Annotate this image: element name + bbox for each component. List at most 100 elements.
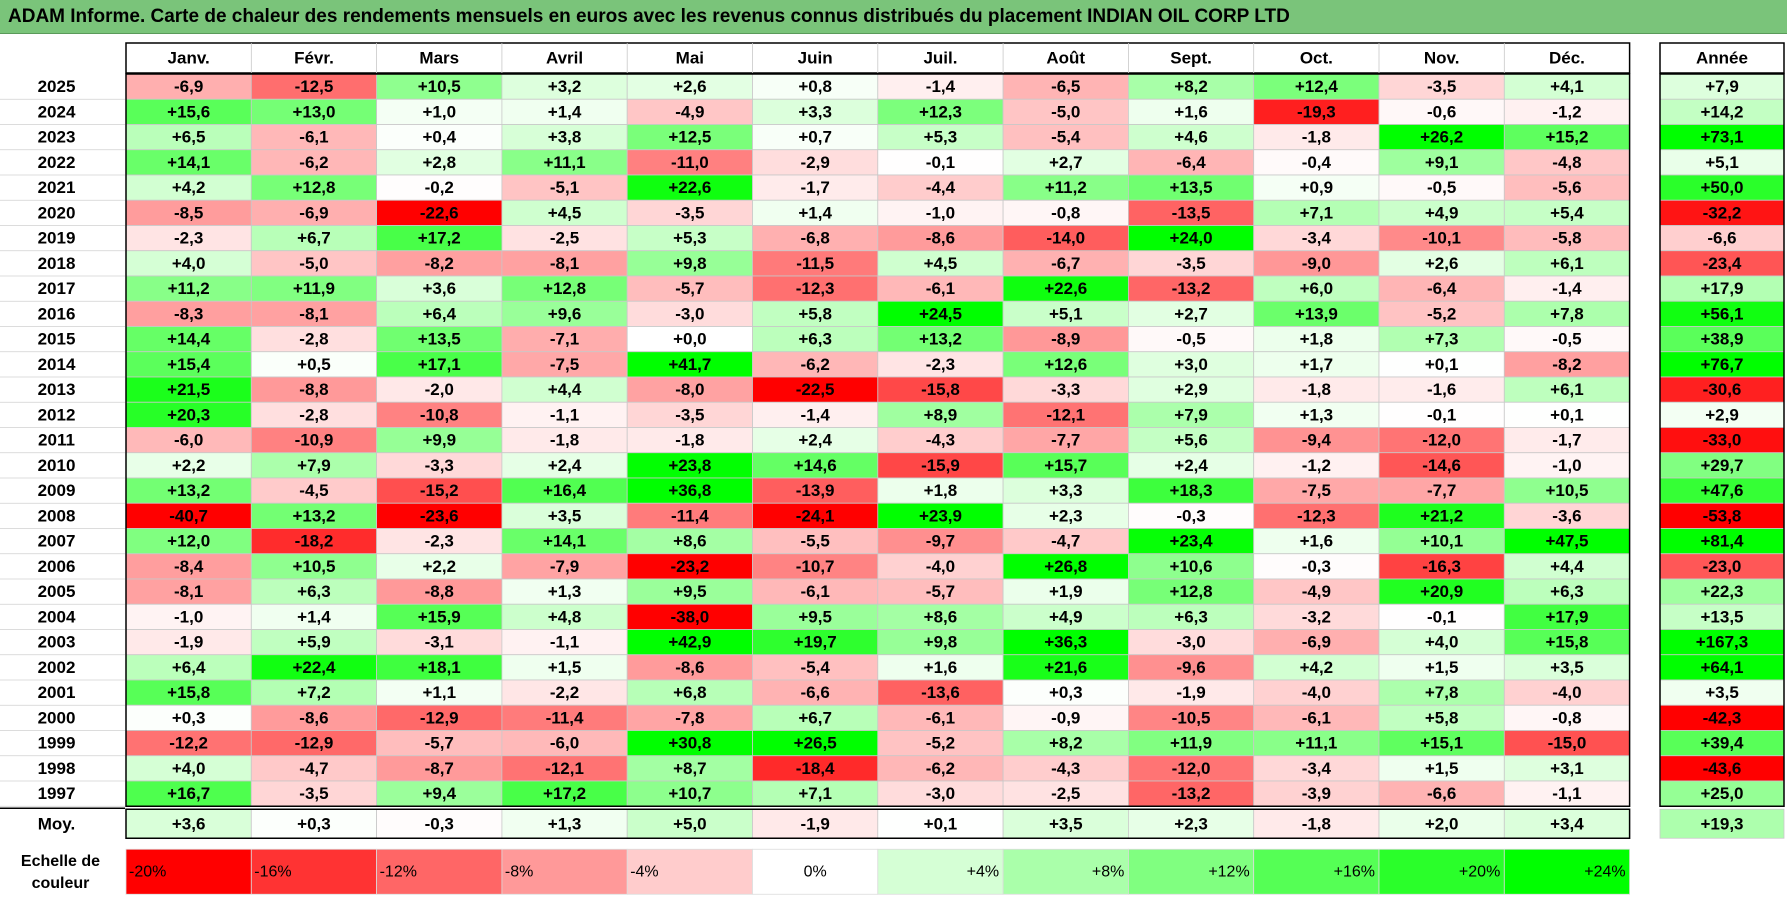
heatmap-cell-value: +15,9 [418, 607, 461, 626]
heatmap-cell [1128, 654, 1255, 681]
heatmap-cell-value: -11,4 [546, 708, 584, 727]
heatmap-cell-value: -0,2 [425, 178, 454, 197]
heatmap-cell [501, 502, 628, 529]
heatmap-cell [1128, 326, 1255, 353]
heatmap-cell-value: -14,0 [1046, 229, 1085, 248]
heatmap-cell-value: +5,3 [924, 128, 958, 147]
heatmap-cell-value: -8,8 [299, 380, 328, 399]
average-cell-value: +3,4 [1550, 814, 1584, 833]
year-label: 2016 [38, 304, 76, 323]
scale-swatch [626, 848, 753, 895]
heatmap-cell-value: -7,5 [1302, 481, 1331, 500]
year-label: 2015 [38, 330, 76, 349]
heatmap-cell [877, 351, 1004, 378]
heatmap-cell-value: -3,4 [1302, 229, 1332, 248]
heatmap-cell-value: -3,0 [926, 784, 955, 803]
heatmap-cell-value: -18,2 [295, 532, 334, 551]
heatmap-cell-value: +1,4 [297, 607, 331, 626]
heatmap-cell-value: +8,6 [673, 532, 707, 551]
heatmap-cell-value: -12,2 [169, 734, 208, 753]
heatmap-cell [250, 780, 378, 807]
heatmap-cell-value: -1,0 [174, 607, 203, 626]
heatmap-cell [501, 679, 628, 706]
heatmap-cell-value: -13,5 [1172, 203, 1211, 222]
heatmap-cell [125, 502, 252, 529]
heatmap-cell [1253, 149, 1380, 176]
annual-cell-value: +29,7 [1700, 456, 1743, 475]
heatmap-cell-value: -9,6 [1176, 658, 1205, 677]
heatmap-cell [1253, 326, 1380, 353]
annual-cell [1659, 704, 1785, 731]
heatmap-cell [1128, 401, 1255, 428]
heatmap-cell-value: +21,6 [1044, 658, 1087, 677]
heatmap-cell-value: +6,7 [297, 229, 331, 248]
heatmap-cell [376, 578, 503, 605]
heatmap-cell-value: +2,3 [1049, 506, 1083, 525]
annual-cell-value: +39,4 [1700, 734, 1744, 753]
year-label: 2007 [38, 532, 76, 551]
heatmap-cell-value: +4,0 [1425, 633, 1459, 652]
heatmap-cell-value: +42,9 [668, 633, 711, 652]
annual-cell [1659, 654, 1785, 681]
heatmap-cell-value: -0,8 [1552, 708, 1581, 727]
heatmap-cell [752, 528, 879, 555]
year-label: 2012 [38, 405, 76, 424]
heatmap-cell-value: -0,9 [1051, 708, 1080, 727]
year-label: 2005 [38, 582, 76, 601]
heatmap-cell-value: +0,5 [297, 355, 331, 374]
heatmap-cell [626, 502, 753, 529]
average-cell [1253, 808, 1380, 839]
heatmap-cell [626, 603, 753, 630]
heatmap-cell-value: +4,4 [548, 380, 582, 399]
month-header: Juin [798, 49, 833, 68]
heatmap-cell [1378, 629, 1505, 656]
heatmap-cell-value: +11,1 [1295, 734, 1337, 753]
heatmap-cell-value: -7,8 [675, 708, 704, 727]
heatmap-cell [376, 528, 503, 555]
heatmap-cell-value: -8,6 [675, 658, 704, 677]
heatmap-cell-value: -5,5 [801, 532, 830, 551]
heatmap-cell-value: +4,2 [1300, 658, 1334, 677]
heatmap-cell-value: +1,6 [1300, 532, 1334, 551]
scale-swatch [877, 848, 1004, 895]
heatmap-cell [1503, 275, 1631, 302]
heatmap-cell [1503, 376, 1631, 403]
heatmap-cell [250, 98, 378, 125]
heatmap-cell [376, 477, 503, 504]
heatmap-cell [626, 654, 753, 681]
heatmap-cell-value: +17,2 [543, 784, 586, 803]
heatmap-cell-value: +10,5 [292, 557, 335, 576]
scale-swatch-label: +20% [1459, 863, 1500, 880]
year-label: 2011 [38, 431, 75, 450]
heatmap-cell [752, 427, 879, 454]
heatmap-cell [1253, 452, 1380, 479]
heatmap-cell [1378, 452, 1505, 479]
heatmap-cell-value: +17,2 [418, 229, 461, 248]
heatmap-cell [1503, 225, 1631, 252]
scale-swatch [125, 848, 252, 895]
heatmap-cell-value: -2,2 [550, 683, 579, 702]
heatmap-cell-value: -10,1 [1422, 229, 1461, 248]
heatmap-cell [626, 124, 753, 151]
heatmap-cell [1378, 376, 1505, 403]
scale-swatch [752, 848, 879, 895]
heatmap-cell-value: -1,2 [1552, 102, 1581, 121]
heatmap-cell [1002, 730, 1129, 757]
heatmap-cell-value: -6,4 [1427, 279, 1457, 298]
heatmap-cell-value: -8,2 [425, 254, 454, 273]
heatmap-cell-value: +1,6 [1174, 102, 1208, 121]
heatmap-cell [626, 553, 753, 580]
heatmap-cell-value: -19,3 [1297, 102, 1336, 121]
annual-cell-value: -42,3 [1703, 708, 1742, 727]
heatmap-cell [501, 275, 628, 302]
heatmap-cell-value: -7,7 [1427, 481, 1456, 500]
heatmap-cell [1503, 149, 1631, 176]
heatmap-cell [501, 528, 628, 555]
heatmap-cell-value: +11,9 [1170, 734, 1212, 753]
heatmap-cell [877, 174, 1004, 201]
heatmap-cell-value: -12,0 [1172, 759, 1211, 778]
heatmap-cell [626, 225, 753, 252]
heatmap-cell [1503, 528, 1631, 555]
average-cell-value: -0,3 [425, 814, 454, 833]
heatmap-cell-value: +2,7 [1174, 304, 1208, 323]
